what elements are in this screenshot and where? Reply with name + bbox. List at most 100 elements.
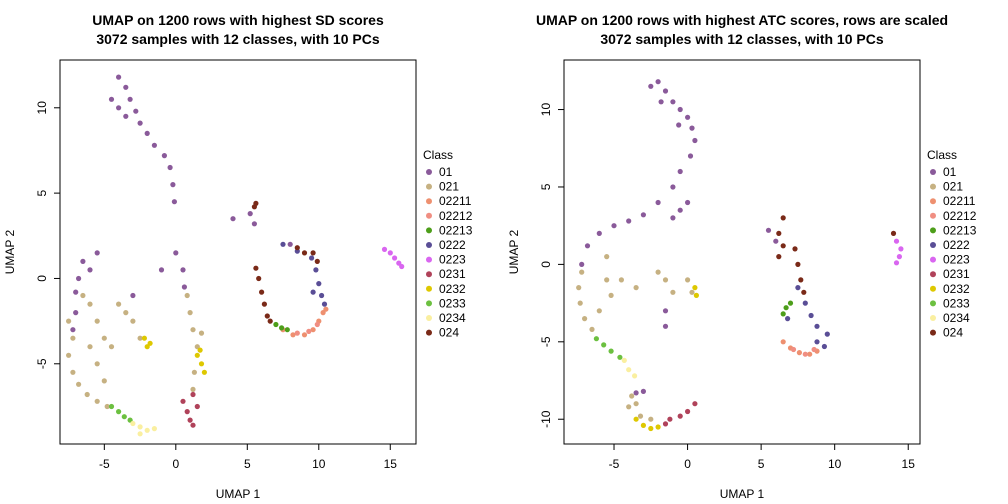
panel-sd-point-021 bbox=[70, 369, 76, 375]
panel-atc-legend-label: 0234 bbox=[943, 311, 970, 325]
panel-atc-point-01 bbox=[640, 388, 647, 394]
panel-sd-point-01 bbox=[247, 211, 253, 217]
panel-atc-plot-box bbox=[563, 59, 921, 445]
panel-sd-point-0232 bbox=[198, 361, 205, 367]
panel-atc-point-021 bbox=[576, 285, 582, 291]
panel-atc-point-01 bbox=[579, 261, 585, 267]
panel-atc-point-01 bbox=[633, 390, 639, 396]
panel-sd-legend-label: 0232 bbox=[439, 282, 466, 296]
panel-sd-point-021 bbox=[130, 318, 136, 324]
panel-sd-point-0222 bbox=[310, 289, 316, 295]
panel-atc-legend-label: 0222 bbox=[943, 238, 970, 252]
panel-sd-point-024 bbox=[256, 275, 262, 282]
panel-sd-point-0222 bbox=[280, 241, 286, 247]
panel-atc-point-0232 bbox=[692, 285, 698, 291]
panel-sd-point-0234 bbox=[144, 427, 150, 433]
panel-atc-point-01 bbox=[662, 323, 669, 329]
panel-sd-legend-marker bbox=[426, 183, 432, 190]
panel-sd-legend-label: 0222 bbox=[439, 238, 466, 252]
panel-sd-title: UMAP on 1200 rows with highest SD scores bbox=[92, 12, 384, 28]
panel-sd-point-0234 bbox=[137, 431, 143, 437]
panel-atc-point-02213 bbox=[780, 311, 786, 317]
panel-sd-legend-label: 02213 bbox=[439, 223, 473, 237]
panel-atc-point-01 bbox=[584, 243, 591, 249]
panel-sd-x-tick-label: 15 bbox=[384, 457, 398, 471]
panel-atc-point-0223 bbox=[893, 260, 900, 266]
panel-sd-point-0231 bbox=[194, 403, 200, 410]
panel-sd-legend-label: 0233 bbox=[439, 296, 466, 310]
panel-atc-xlabel: UMAP 1 bbox=[720, 487, 765, 501]
panel-atc-point-0232 bbox=[648, 425, 654, 432]
panel-atc-x-tick-label: 15 bbox=[902, 457, 916, 471]
panel-sd-point-024 bbox=[253, 265, 259, 271]
panel-atc-point-0222 bbox=[821, 343, 828, 350]
panel-atc-legend: Class 0102102211022120221302220223023102… bbox=[927, 148, 977, 340]
panel-atc-subtitle: 3072 samples with 12 classes, with 10 PC… bbox=[600, 31, 883, 47]
panel-sd-point-02211 bbox=[301, 332, 308, 338]
panel-sd-x-tick-label: -5 bbox=[99, 457, 110, 471]
panel-sd-y-axis: -5 0 5 10 bbox=[35, 101, 61, 369]
panel-atc-point-0222 bbox=[808, 312, 814, 319]
panel-atc-point-0233 bbox=[617, 354, 623, 360]
panel-atc-y-tick-label: -10 bbox=[539, 410, 553, 428]
panel-sd-point-021 bbox=[101, 335, 107, 341]
panel-atc-point-0232 bbox=[655, 424, 661, 430]
panel-atc-x-tick-label: 0 bbox=[684, 457, 691, 471]
panel-sd-point-02211 bbox=[290, 332, 296, 338]
panel-atc-point-01 bbox=[662, 308, 669, 314]
panel-sd-point-02212 bbox=[294, 330, 300, 336]
panel-sd-point-02213 bbox=[284, 327, 290, 333]
panel-sd-point-01 bbox=[133, 108, 139, 114]
panel-sd-point-0223 bbox=[392, 255, 398, 261]
panel-atc-legend-marker bbox=[930, 212, 936, 219]
panel-atc-point-02213 bbox=[783, 305, 789, 311]
panel-atc-point-01 bbox=[640, 212, 647, 218]
panel-sd-point-0223 bbox=[396, 260, 402, 266]
panel-sd-point-021 bbox=[66, 318, 72, 324]
panel-atc-point-0223 bbox=[898, 246, 904, 252]
panel-sd-legend-marker bbox=[426, 300, 432, 307]
panel-sd-point-01 bbox=[123, 113, 129, 119]
panel-sd-point-01 bbox=[151, 142, 157, 148]
panel-atc-point-01 bbox=[687, 153, 694, 159]
panel-atc-point-0223 bbox=[896, 254, 903, 260]
panel-sd-point-02213 bbox=[279, 325, 285, 331]
panel-sd-point-01 bbox=[94, 250, 100, 256]
panel-sd-point-01 bbox=[230, 216, 236, 222]
panel-atc-point-021 bbox=[579, 269, 585, 275]
panel-sd-plot-box bbox=[59, 59, 417, 445]
panel-atc-legend-label: 0231 bbox=[943, 267, 970, 281]
panel-sd-point-0232 bbox=[141, 335, 147, 341]
panel-sd-point-01 bbox=[167, 164, 173, 171]
panel-atc-legend-marker bbox=[930, 315, 936, 321]
panel-sd-point-024 bbox=[314, 258, 320, 264]
panel-atc-point-021 bbox=[582, 316, 588, 322]
panel-atc-point-0222 bbox=[802, 300, 808, 306]
panel-sd-point-01 bbox=[173, 250, 179, 256]
panel-sd-point-0232 bbox=[144, 344, 150, 350]
panel-sd-legend-label: 0234 bbox=[439, 311, 466, 325]
panel-atc-y-tick-label: 0 bbox=[539, 261, 553, 268]
panel-sd-point-01 bbox=[127, 96, 133, 102]
panel-sd-point-021 bbox=[190, 327, 196, 333]
panel-sd-point-021 bbox=[137, 335, 143, 341]
panel-atc-point-01 bbox=[662, 88, 669, 94]
panel-atc-point-02212 bbox=[811, 346, 817, 353]
panel-sd-legend: Class 0102102211022120221302220223023102… bbox=[423, 148, 473, 340]
panel-sd-point-0222 bbox=[313, 267, 319, 273]
panel-atc-point-0233 bbox=[593, 336, 600, 342]
panel-atc-point-01 bbox=[655, 199, 661, 206]
panel-atc-y-tick-label: 10 bbox=[539, 103, 553, 117]
panel-atc-point-0234 bbox=[621, 357, 627, 363]
panel-atc-point-021 bbox=[655, 269, 661, 275]
panel-atc-point-021 bbox=[685, 277, 691, 283]
panel-sd-point-02212 bbox=[306, 328, 312, 334]
panel-sd-point-0231 bbox=[190, 391, 196, 398]
panel-sd-point-0234 bbox=[151, 426, 157, 432]
panel-atc-point-01 bbox=[677, 207, 683, 213]
panel-atc-point-021 bbox=[604, 254, 610, 260]
panel-atc-legend-label: 024 bbox=[943, 326, 963, 340]
panel-atc-point-021 bbox=[577, 300, 583, 306]
panel-sd-legend-label: 01 bbox=[439, 165, 453, 179]
panel-sd-point-021 bbox=[101, 378, 107, 384]
